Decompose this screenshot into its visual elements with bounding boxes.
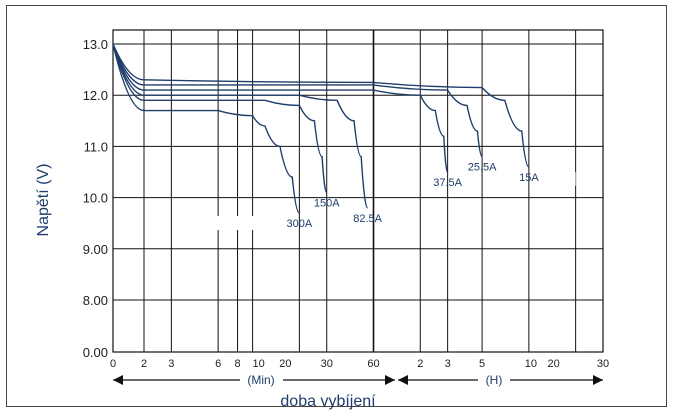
curve-15A xyxy=(112,43,530,168)
discharge-curves xyxy=(112,43,530,214)
x-tick-label: 8 xyxy=(234,358,240,370)
x-tick-label: 5 xyxy=(479,358,485,370)
y-tick-label: 0.00 xyxy=(83,345,108,360)
y-tick-label: 12.0 xyxy=(83,88,108,103)
chart-frame xyxy=(6,5,667,407)
chart-grid xyxy=(112,29,604,353)
x-tick-labels: 0 2 3 6 8 10 20 30 60 2 3 5 10 20 30 xyxy=(110,358,609,370)
unit-h-label: (H) xyxy=(486,373,503,387)
series-label-25.5A: 25.5A xyxy=(468,162,497,174)
plot-border xyxy=(112,29,604,353)
y-tick-label: 13.0 xyxy=(83,37,108,52)
x-tick-label: 30 xyxy=(597,358,609,370)
grid-gap xyxy=(249,216,255,230)
y-axis-title: Napětí (V) xyxy=(35,164,52,237)
curve-300A xyxy=(112,43,300,214)
y-tick-label: 11.0 xyxy=(84,139,108,154)
x-tick-label: 2 xyxy=(141,358,147,370)
x-tick-label: 30 xyxy=(321,358,333,370)
curve-25.5A xyxy=(112,43,483,158)
x-tick-label: 6 xyxy=(215,358,221,370)
unit-min-label: (Min) xyxy=(247,373,274,387)
x-tick-label: 20 xyxy=(548,358,560,370)
x-tick-label: 60 xyxy=(367,358,379,370)
grid-gap xyxy=(234,216,240,230)
x-tick-label: 10 xyxy=(252,358,264,370)
series-label-15A: 15A xyxy=(519,172,539,184)
x-tick-label: 10 xyxy=(525,358,537,370)
x-tick-label: 3 xyxy=(168,358,174,370)
y-tick-labels: 13.0 12.0 11.0 10.0 9.00 8.00 0.00 xyxy=(83,37,108,360)
series-label-150A: 150A xyxy=(314,197,340,209)
curve-37.5A xyxy=(112,43,449,173)
x-axis-title: doba vybíjení xyxy=(280,393,376,410)
y-tick-label: 8.00 xyxy=(83,293,108,308)
curve-82.5A xyxy=(112,43,369,209)
x-tick-label: 0 xyxy=(110,358,116,370)
y-tick-label: 10.0 xyxy=(83,191,108,206)
y-tick-label: 9.00 xyxy=(83,242,108,257)
grid-gap xyxy=(570,172,576,186)
x-tick-label: 2 xyxy=(417,358,423,370)
curve-150A xyxy=(112,43,328,194)
grid-gap xyxy=(215,216,221,230)
series-label-37.5A: 37.5A xyxy=(433,177,462,189)
x-tick-label: 20 xyxy=(279,358,291,370)
x-tick-label: 3 xyxy=(445,358,451,370)
series-label-300A: 300A xyxy=(287,218,313,230)
unit-h-bracket xyxy=(398,375,603,385)
unit-min-bracket xyxy=(113,375,395,385)
series-label-82.5A: 82.5A xyxy=(353,213,382,225)
